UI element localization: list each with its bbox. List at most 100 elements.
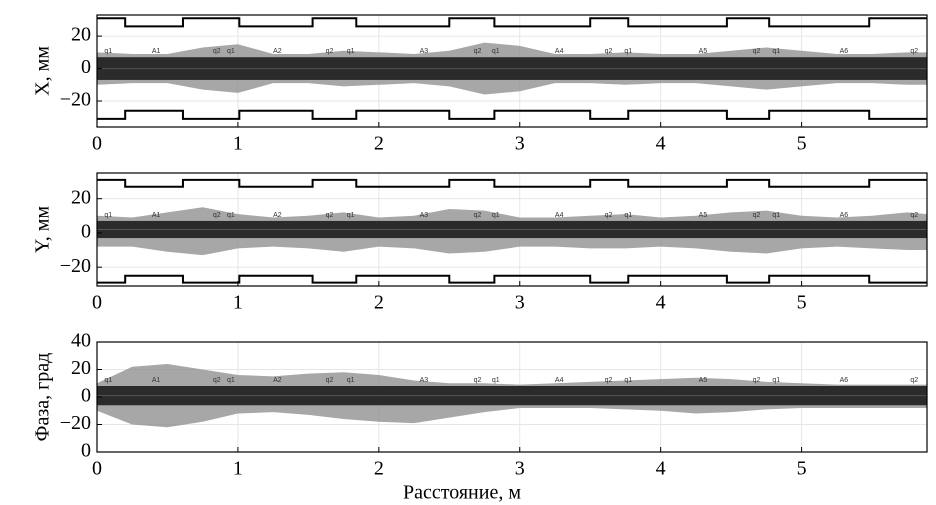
frame: [96, 172, 928, 287]
element-label: A1: [152, 212, 161, 219]
panel: q1 A1 q2 q1 A2 q2 q1 A3 q2 q1 A4 q2 q1 A5 q2 q1 A6 q2 0 1 2 3…: [32, 330, 928, 504]
x-tick-label: 5: [797, 133, 807, 155]
element-label: q1: [347, 48, 355, 55]
y-tick-label: −20: [60, 89, 91, 111]
y-axis-label: X, мм: [32, 46, 54, 96]
y-tick-label: −20: [60, 412, 91, 434]
x-tick-label: 5: [797, 458, 807, 480]
x-tick-label: 0: [92, 133, 102, 155]
element-label: q2: [753, 212, 761, 219]
element-label: q1: [772, 377, 780, 384]
element-label: q1: [227, 212, 235, 219]
y-tick-label: 20: [71, 24, 91, 46]
x-tick-label: 0: [92, 292, 102, 314]
element-label: q2: [910, 377, 918, 384]
element-label: q2: [910, 212, 918, 219]
element-label: q1: [347, 377, 355, 384]
element-label: A3: [420, 377, 429, 384]
element-label: q1: [624, 212, 632, 219]
element-label: q1: [492, 377, 500, 384]
element-label: q2: [326, 377, 334, 384]
panel: q1 A1 q2 q1 A2 q2 q1 A3 q2 q1 A4 q2 q1 A5 q2 q1 A6 q2 0 1 2 3…: [32, 172, 928, 314]
element-label: q2: [910, 48, 918, 55]
element-label: q1: [227, 48, 235, 55]
element-label: A1: [152, 48, 161, 55]
element-label: q1: [772, 48, 780, 55]
element-label: q2: [213, 48, 221, 55]
x-tick-label: 4: [656, 292, 666, 314]
element-label: q1: [347, 212, 355, 219]
element-label: q1: [227, 377, 235, 384]
x-tick-label: 2: [374, 292, 384, 314]
element-label: q2: [474, 48, 482, 55]
panel: q1 A1 q2 q1 A2 q2 q1 A3 q2 q1 A4 q2 q1 A5 q2 q1 A6 q2 0 1 2 3…: [32, 14, 928, 155]
aperture-upper: [97, 17, 927, 28]
x-tick-label: 2: [374, 458, 384, 480]
plot-area: q1 A1 q2 q1 A2 q2 q1 A3 q2 q1 A4 q2 q1 A5 q2 q1 A6 q2: [97, 342, 927, 452]
x-tick-label: 1: [233, 292, 243, 314]
element-label: q2: [213, 377, 221, 384]
element-label: A2: [273, 212, 282, 219]
element-label: q2: [605, 212, 613, 219]
y-tick-label: 0: [81, 385, 91, 407]
x-tick-label: 3: [515, 133, 525, 155]
x-tick-label: 4: [656, 458, 666, 480]
element-label: A5: [699, 48, 708, 55]
aperture-upper: [97, 178, 927, 188]
element-label: A4: [555, 48, 564, 55]
y-tick-label: 20: [71, 186, 91, 208]
element-label: q1: [624, 377, 632, 384]
x-tick-label: 3: [515, 292, 525, 314]
element-label: A2: [273, 377, 282, 384]
x-tick-label: 3: [515, 458, 525, 480]
element-label: q2: [605, 377, 613, 384]
element-label: q2: [326, 212, 334, 219]
x-tick-label: 5: [797, 292, 807, 314]
element-label: A1: [152, 377, 161, 384]
x-tick-label: 2: [374, 133, 384, 155]
y-tick-label: 0: [81, 221, 91, 243]
frame: [96, 14, 928, 128]
element-label: q1: [104, 212, 112, 219]
element-label: A3: [420, 212, 429, 219]
y-tick-label: 0: [81, 440, 91, 462]
element-label: A6: [840, 212, 849, 219]
element-label: q2: [474, 212, 482, 219]
y-tick-label: −20: [60, 255, 91, 277]
frame: [96, 341, 928, 453]
element-label: q1: [772, 212, 780, 219]
y-tick-label: 20: [71, 357, 91, 379]
element-label: q2: [326, 48, 334, 55]
element-label: q1: [104, 48, 112, 55]
x-axis-label: Расстояние, м: [403, 482, 521, 504]
x-tick-label: 1: [233, 458, 243, 480]
x-tick-label: 1: [233, 133, 243, 155]
element-label: A3: [420, 48, 429, 55]
x-tick-label: 4: [656, 133, 666, 155]
element-label: q1: [624, 48, 632, 55]
element-label: q2: [753, 48, 761, 55]
aperture-lower: [97, 274, 927, 284]
y-tick-label: 40: [71, 330, 91, 352]
y-axis-label: Фаза, град: [32, 353, 54, 442]
element-label: q2: [753, 377, 761, 384]
element-label: A5: [699, 377, 708, 384]
element-label: A2: [273, 48, 282, 55]
element-label: q2: [213, 212, 221, 219]
y-tick-label: 0: [81, 56, 91, 78]
element-label: A5: [699, 212, 708, 219]
x-tick-label: 0: [92, 458, 102, 480]
plot-area: q1 A1 q2 q1 A2 q2 q1 A3 q2 q1 A4 q2 q1 A5 q2 q1 A6 q2: [97, 173, 927, 286]
element-label: q2: [474, 377, 482, 384]
element-label: q2: [605, 48, 613, 55]
element-label: q1: [492, 48, 500, 55]
element-label: q1: [492, 212, 500, 219]
aperture-lower: [97, 109, 927, 120]
element-label: A4: [555, 377, 564, 384]
element-label: A6: [840, 377, 849, 384]
element-label: q1: [104, 377, 112, 384]
element-label: A4: [555, 212, 564, 219]
y-axis-label: Y, мм: [32, 206, 54, 254]
